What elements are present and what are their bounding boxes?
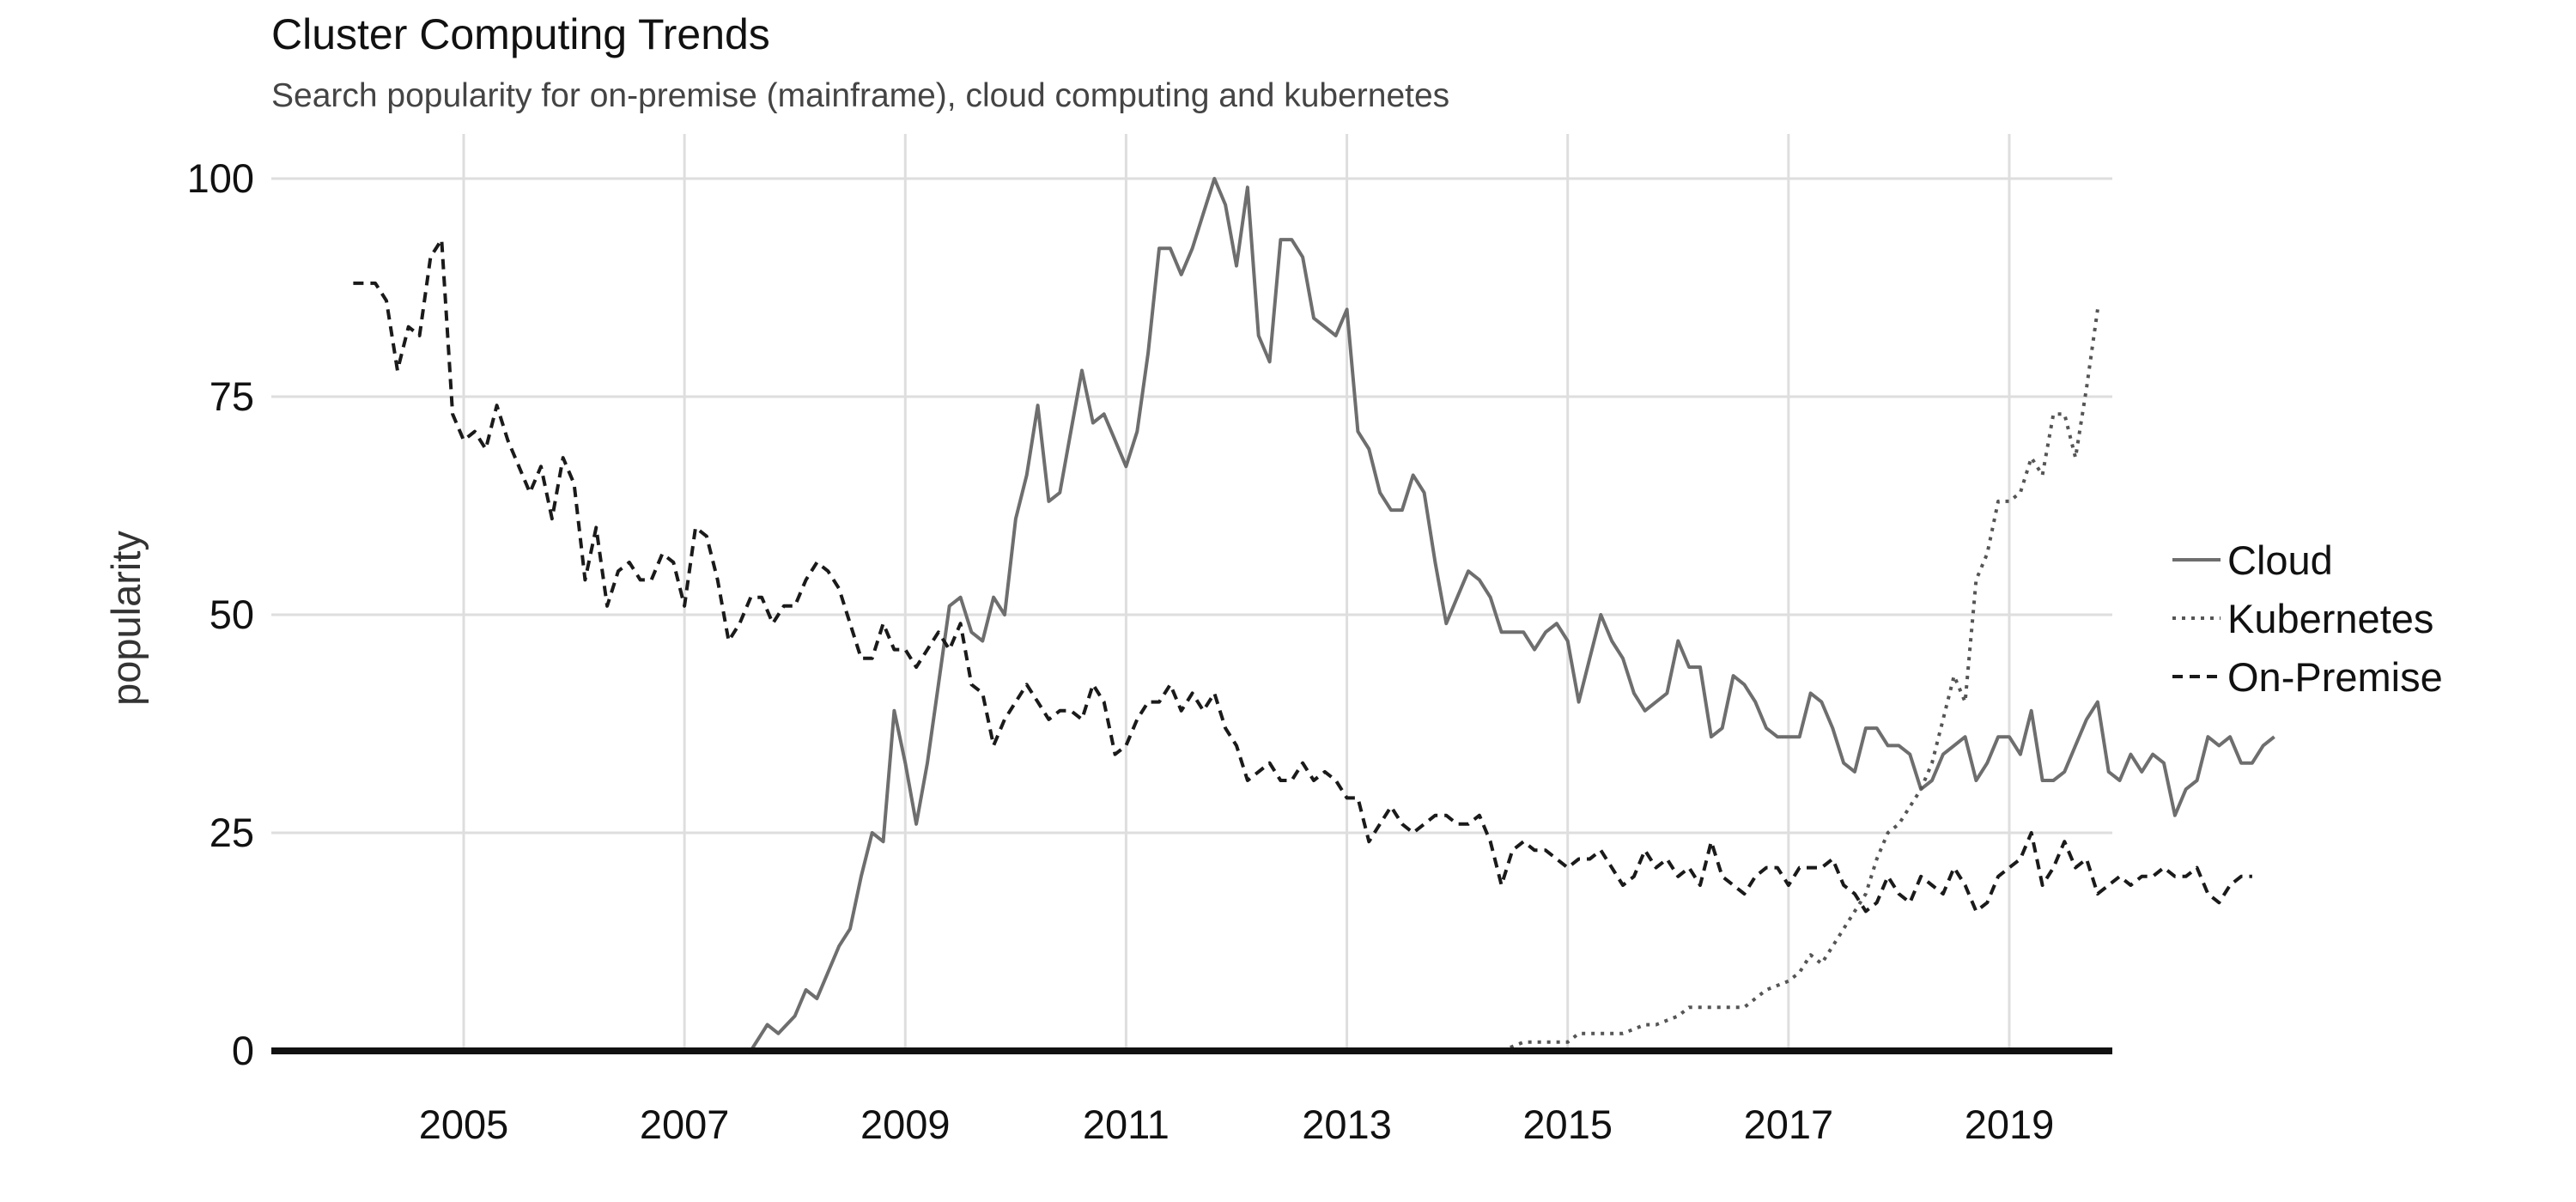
x-tick-label: 2009 <box>860 1102 951 1147</box>
x-tick-label: 2011 <box>1083 1102 1170 1147</box>
y-tick-label: 100 <box>187 155 254 201</box>
series-layer <box>353 177 2275 1053</box>
x-tick-label: 2013 <box>1302 1102 1392 1147</box>
legend-label-cloud: Cloud <box>2227 537 2333 583</box>
series-line-cloud <box>353 177 2275 1053</box>
chart-subtitle: Search popularity for on-premise (mainfr… <box>271 77 1449 114</box>
x-tick-label: 2017 <box>1744 1102 1834 1147</box>
y-tick-label: 25 <box>210 810 254 855</box>
y-tick-label: 75 <box>210 373 254 419</box>
gridlines <box>271 134 2112 1051</box>
legend: Cloud Kubernetes On-Premise <box>2172 537 2443 700</box>
y-axis-label: popularity <box>103 531 149 706</box>
chart-title: Cluster Computing Trends <box>271 10 770 58</box>
x-tick-label: 2015 <box>1522 1102 1613 1147</box>
legend-label-on-premise: On-Premise <box>2227 654 2443 700</box>
y-tick-label: 50 <box>210 592 254 637</box>
x-tick-label: 2019 <box>1965 1102 2055 1147</box>
x-tick-label: 2007 <box>640 1102 730 1147</box>
series-line-kubernetes <box>1500 309 2099 1053</box>
y-tick-label: 0 <box>232 1028 254 1073</box>
legend-label-kubernetes: Kubernetes <box>2227 596 2433 641</box>
x-tick-label: 2005 <box>419 1102 509 1147</box>
series-line-on-premise <box>353 238 2252 914</box>
axis-layer: 2005 2007 2009 2011 2013 2015 2017 2019 0 25 50 75 1… <box>187 155 2112 1147</box>
